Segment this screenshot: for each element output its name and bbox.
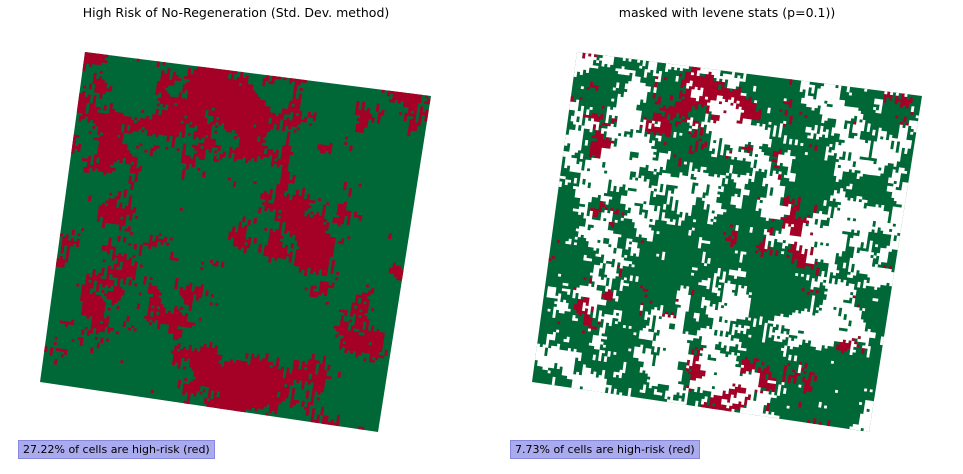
high-risk-cells: [44, 52, 431, 430]
panel-title: High Risk of No-Regeneration (Std. Dev. …: [82, 5, 390, 20]
high-risk-percent-note: 7.73% of cells are high-risk (red): [510, 440, 700, 459]
panel-levene-masked: masked with levene stats (p=0.1)) 7.73% …: [481, 0, 963, 474]
panel-std-dev: High Risk of No-Regeneration (Std. Dev. …: [0, 0, 481, 474]
risk-map-levene-masked: [532, 52, 922, 432]
high-risk-cells: [548, 52, 914, 427]
panel-title: masked with levene stats (p=0.1)): [618, 5, 836, 20]
high-risk-percent-note: 27.22% of cells are high-risk (red): [18, 440, 215, 459]
risk-map-std-dev: [40, 52, 431, 432]
masked-cells: [535, 52, 919, 432]
